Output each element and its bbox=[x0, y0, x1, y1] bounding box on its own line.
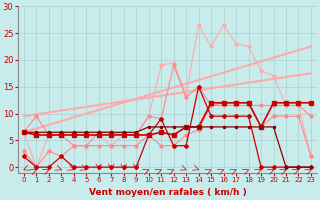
X-axis label: Vent moyen/en rafales ( km/h ): Vent moyen/en rafales ( km/h ) bbox=[89, 188, 246, 197]
